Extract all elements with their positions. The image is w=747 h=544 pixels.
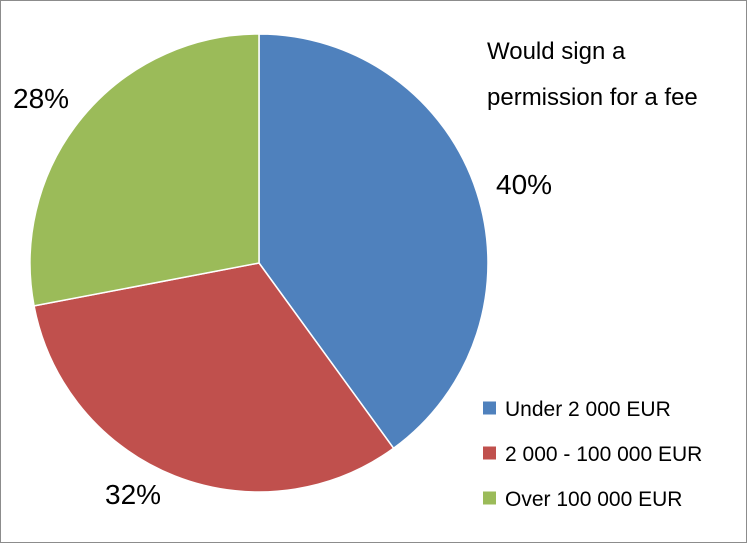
slice-label-3: 28% [13,83,69,114]
legend-swatch-2 [483,446,496,460]
legend-label-1: Under 2 000 EUR [505,398,671,421]
legend-label-2: 2 000 - 100 000 EUR [505,443,702,466]
chart-title: Would sign a permission for a fee [487,38,698,111]
pie-slice-1 [258,33,489,450]
chart-title-line-1: Would sign a [487,38,626,65]
pie-slice-2 [33,262,395,493]
legend-label-3: Over 100 000 EUR [505,488,682,511]
slice-label-1: 40% [496,169,552,200]
pie-slice-3 [29,33,260,307]
legend: Under 2 000 EUR 2 000 - 100 000 EUR Over 1… [483,398,702,511]
chart-title-line-2: permission for a fee [487,84,698,111]
legend-swatch-1 [483,401,496,415]
slice-labels: 40% 32% 28% [13,83,552,510]
legend-swatch-3 [483,491,496,505]
pie-slices [29,33,489,493]
slice-label-2: 32% [105,479,161,510]
